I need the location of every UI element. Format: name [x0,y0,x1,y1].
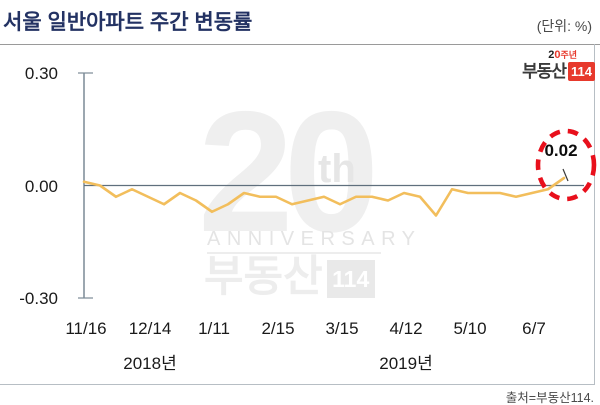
x-tick-label: 1/11 [198,319,230,338]
x-tick-label: 5/10 [453,319,487,338]
annotation-circle [535,128,597,202]
y-tick-label: -0.30 [19,289,58,308]
frame-border-right [594,44,595,384]
x-tick-label: 6/7 [522,319,546,338]
budongsan114-logo: 20주년 부동산 114 [503,50,595,81]
logo-anniversary-0: 0 [554,49,561,61]
logo-anniversary-text: 20주년 [503,50,577,61]
series-line [82,176,566,217]
logo-brand-text: 부동산 [522,61,567,81]
year-label: 2019년 [379,354,433,373]
frame-border-bottom [0,384,595,385]
year-label: 2018년 [123,354,177,373]
x-tick-label: 12/14 [128,319,172,338]
logo-anniversary-suffix: 주년 [560,50,577,60]
x-tick-label: 4/12 [389,319,423,338]
logo-anniversary-2: 2 [548,49,555,61]
x-tick-label: 11/16 [65,319,107,338]
title-divider [0,44,600,45]
page-title: 서울 일반아파트 주간 변동률 [3,11,253,34]
x-tick-label: 2/15 [261,319,295,338]
logo-brand-number: 114 [568,62,595,81]
unit-label: (단위: %) [536,18,592,34]
logo-brand-row: 부동산 114 [503,62,595,81]
y-tick-label: 0.30 [24,64,58,83]
annotation-leader-line [562,168,569,182]
annotation-value-label: 0.02 [544,141,578,160]
y-tick-label: 0.00 [24,176,58,196]
source-label: 출처=부동산114. [505,391,594,405]
x-tick-label: 3/15 [325,319,359,338]
watermark-underline [207,252,381,254]
